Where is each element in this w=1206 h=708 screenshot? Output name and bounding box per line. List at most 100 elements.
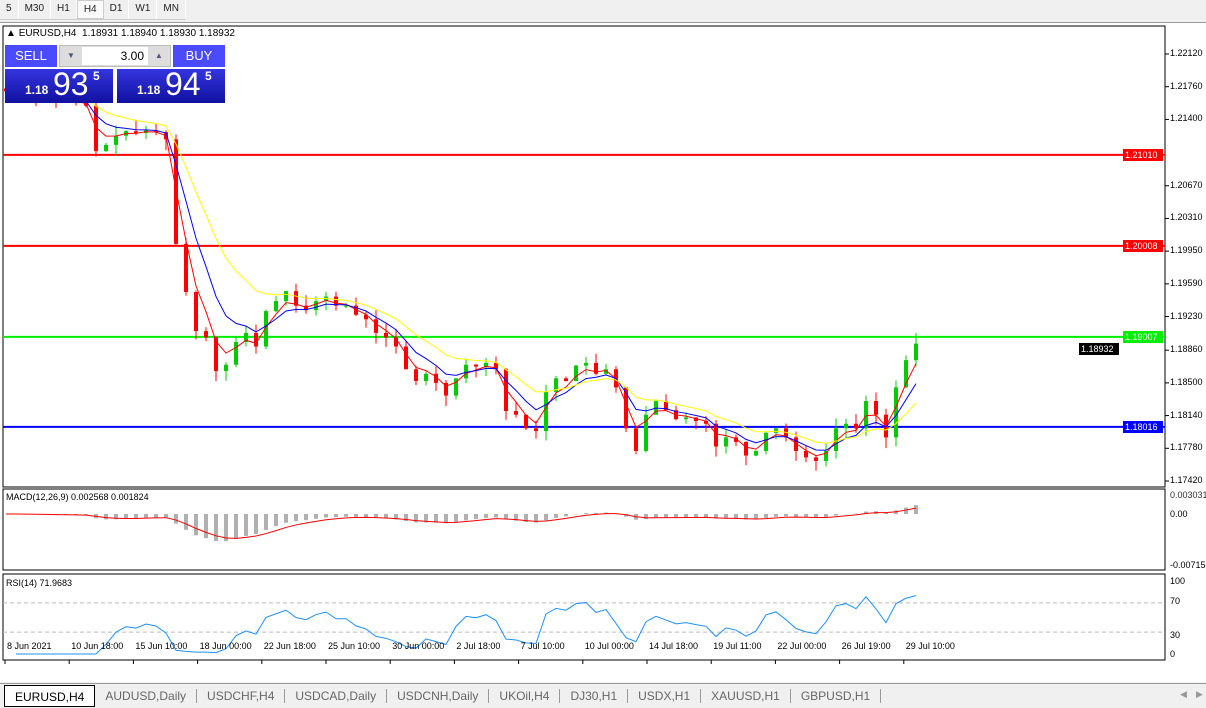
tab-usdchf-h4[interactable]: USDCHF,H4	[197, 688, 286, 703]
candle-body	[914, 343, 918, 361]
sell-price[interactable]: 1.18 93 5	[5, 66, 113, 103]
buy-button[interactable]: BUY	[173, 45, 225, 67]
sell-button[interactable]: SELL	[5, 45, 57, 67]
tab-audusd-daily[interactable]: AUDUSD,Daily	[95, 688, 198, 703]
time-axis-label: 19 Jul 11:00	[713, 641, 762, 651]
chart-canvas[interactable]	[0, 23, 1206, 683]
candle-body	[494, 362, 498, 370]
chart-window[interactable]: ▲ EURUSD,H4 1.18931 1.18940 1.18930 1.18…	[0, 22, 1206, 682]
candle-body	[94, 105, 98, 152]
ohlc-values: 1.18931 1.18940 1.18930 1.18932	[82, 28, 235, 39]
tab-ukoil-h4[interactable]: UKOil,H4	[489, 688, 561, 703]
candle-body	[444, 382, 448, 396]
candle-body	[134, 131, 138, 134]
candle-body	[304, 305, 308, 311]
buy-price-pip: 5	[205, 69, 212, 83]
candle-body	[584, 362, 588, 366]
sell-price-pip: 5	[93, 69, 100, 83]
candle-body	[344, 305, 348, 307]
tf-h1[interactable]: H1	[51, 0, 77, 19]
ma-mid-line	[45, 94, 917, 451]
candle-body	[234, 341, 238, 365]
lot-size-stepper[interactable]: ▼ 3.00 ▲	[59, 45, 171, 67]
macd-axis-max: 0.003031	[1170, 490, 1206, 500]
candle-body	[694, 417, 698, 422]
main-chart-frame	[2, 25, 1166, 488]
candle-body	[844, 423, 848, 429]
candle-body	[854, 423, 858, 429]
candle-body	[684, 417, 688, 420]
tab-dj30-h1[interactable]: DJ30,H1	[560, 688, 629, 703]
candle-body	[354, 305, 358, 315]
tab-gbpusd-h1[interactable]: GBPUSD,H1	[791, 688, 882, 703]
price-axis-label: 1.21760	[1170, 80, 1203, 91]
time-axis-label: 22 Jun 18:00	[263, 641, 316, 651]
rsi-label: RSI(14) 71.9683	[6, 578, 73, 588]
sell-price-main: 93	[53, 66, 89, 102]
buy-price[interactable]: 1.18 94 5	[117, 66, 225, 103]
buy-price-main: 94	[165, 66, 201, 102]
chart-tabs: EURUSD,H4 AUDUSD,Daily USDCHF,H4 USDCAD,…	[0, 683, 1206, 707]
rsi-axis-70: 70	[1170, 596, 1181, 606]
candle-body	[524, 414, 528, 429]
time-axis-label: 25 Jun 10:00	[328, 641, 381, 651]
candle-body	[794, 437, 798, 452]
sell-price-prefix: 1.18	[25, 83, 49, 97]
candle-body	[474, 364, 478, 367]
tf-w1[interactable]: W1	[129, 0, 158, 19]
current-price-tag: 1.18932	[1079, 342, 1119, 355]
price-axis-label: 1.20670	[1170, 179, 1203, 190]
tf-h4[interactable]: H4	[76, 0, 104, 19]
macd-signal-line	[5, 507, 917, 539]
time-axis-label: 14 Jul 18:00	[649, 641, 699, 651]
increase-lot-icon[interactable]: ▲	[155, 51, 163, 60]
time-axis-label: 10 Jun 18:00	[71, 641, 124, 651]
candle-body	[274, 301, 278, 312]
tf-m30[interactable]: M30	[19, 0, 52, 19]
tf-d1[interactable]: D1	[104, 0, 130, 19]
candle-body	[454, 378, 458, 396]
candle-body	[624, 387, 628, 429]
candle-body	[564, 378, 568, 382]
scroll-left-icon[interactable]: ◀	[1180, 689, 1187, 699]
candle-body	[104, 144, 108, 152]
candle-body	[484, 362, 488, 367]
candle-body	[714, 423, 718, 447]
candle-body	[464, 364, 468, 379]
candle-body	[254, 332, 258, 347]
tab-xauusd-h1[interactable]: XAUUSD,H1	[701, 688, 791, 703]
time-axis-label: 10 Jul 00:00	[584, 641, 634, 651]
candle-body	[334, 296, 338, 306]
candle-body	[724, 437, 728, 447]
price-axis-label: 1.20310	[1170, 212, 1203, 223]
candle-body	[904, 360, 908, 388]
candle-body	[204, 331, 208, 338]
candle-body	[214, 337, 218, 372]
candle-body	[574, 365, 578, 382]
price-axis-label: 1.17780	[1170, 442, 1203, 453]
rsi-axis-0: 0	[1170, 649, 1176, 659]
tab-eurusd-h4[interactable]: EURUSD,H4	[4, 684, 96, 707]
candle-body	[424, 373, 428, 382]
time-axis-label: 7 Jul 10:00	[520, 641, 565, 651]
candle-body	[804, 451, 808, 458]
lot-size-input[interactable]: 3.00	[82, 47, 148, 65]
time-axis-label: 2 Jul 18:00	[456, 641, 501, 651]
candle-body	[754, 451, 758, 456]
tab-usdcad-daily[interactable]: USDCAD,Daily	[285, 688, 388, 703]
tf-mn[interactable]: MN	[157, 0, 186, 19]
candle-body	[544, 391, 548, 432]
price-axis-label: 1.19590	[1170, 277, 1203, 288]
candle-body	[644, 414, 648, 452]
tf-5[interactable]: 5	[0, 0, 19, 19]
level-price-tag: 1.21010	[1123, 148, 1163, 161]
ma-slow-line	[45, 92, 917, 444]
scroll-right-icon[interactable]: ▶	[1196, 689, 1203, 699]
candle-body	[384, 332, 388, 338]
tab-usdcnh-daily[interactable]: USDCNH,Daily	[387, 688, 490, 703]
candle-body	[514, 411, 518, 415]
level-price-tag: 1.18016	[1123, 420, 1163, 433]
rsi-panel-frame	[2, 573, 1166, 661]
decrease-lot-icon[interactable]: ▼	[67, 51, 75, 60]
tab-usdx-h1[interactable]: USDX,H1	[628, 688, 702, 703]
